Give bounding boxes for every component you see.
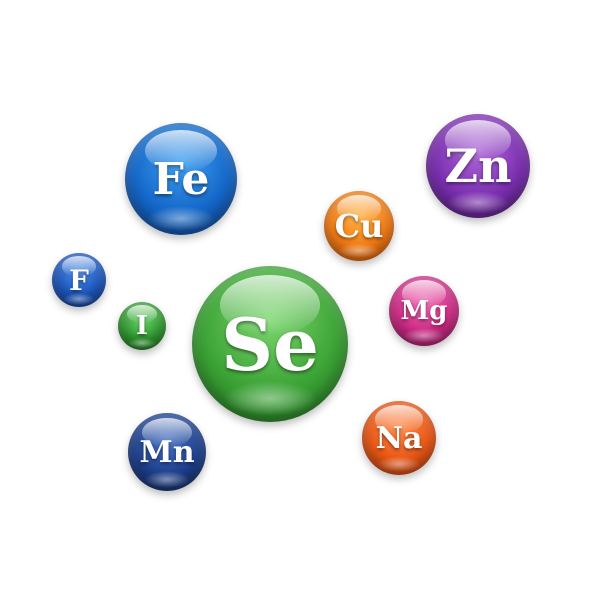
element-symbol-na: Na — [375, 420, 423, 456]
element-symbol-mn: Mn — [139, 434, 195, 470]
gloss-highlight — [444, 120, 512, 160]
bubble-f: F — [52, 253, 106, 307]
bubble-i: I — [118, 302, 166, 350]
bubble-zn: Zn — [426, 114, 530, 218]
bottom-glow — [338, 242, 380, 259]
gloss-highlight — [61, 256, 97, 277]
element-symbol-cu: Cu — [334, 207, 384, 245]
bottom-glow — [147, 205, 215, 231]
gloss-highlight — [145, 129, 217, 173]
gloss-highlight — [401, 280, 447, 307]
bottom-glow — [446, 190, 510, 214]
gloss-highlight — [375, 405, 423, 434]
bottom-glow — [143, 470, 191, 488]
element-symbol-mg: Mg — [400, 296, 448, 326]
gloss-highlight — [220, 275, 320, 335]
bubble-se: Se — [192, 266, 348, 422]
gloss-highlight — [336, 195, 382, 222]
bubble-mn: Mn — [128, 413, 206, 491]
element-symbol-i: I — [135, 311, 149, 341]
bubble-na: Na — [362, 401, 436, 475]
bottom-glow — [223, 381, 317, 416]
bottom-glow — [376, 455, 422, 473]
gloss-highlight — [126, 304, 158, 324]
element-symbol-zn: Zn — [444, 139, 512, 193]
bottom-glow — [62, 292, 96, 305]
bottom-glow — [403, 327, 445, 344]
bubble-fe: Fe — [125, 123, 237, 235]
bubble-mg: Mg — [389, 276, 459, 346]
element-symbol-f: F — [69, 263, 89, 297]
element-symbol-fe: Fe — [152, 153, 210, 205]
bubble-cu: Cu — [324, 191, 394, 261]
element-symbol-se: Se — [221, 301, 319, 387]
bottom-glow — [127, 337, 157, 349]
gloss-highlight — [142, 417, 192, 448]
